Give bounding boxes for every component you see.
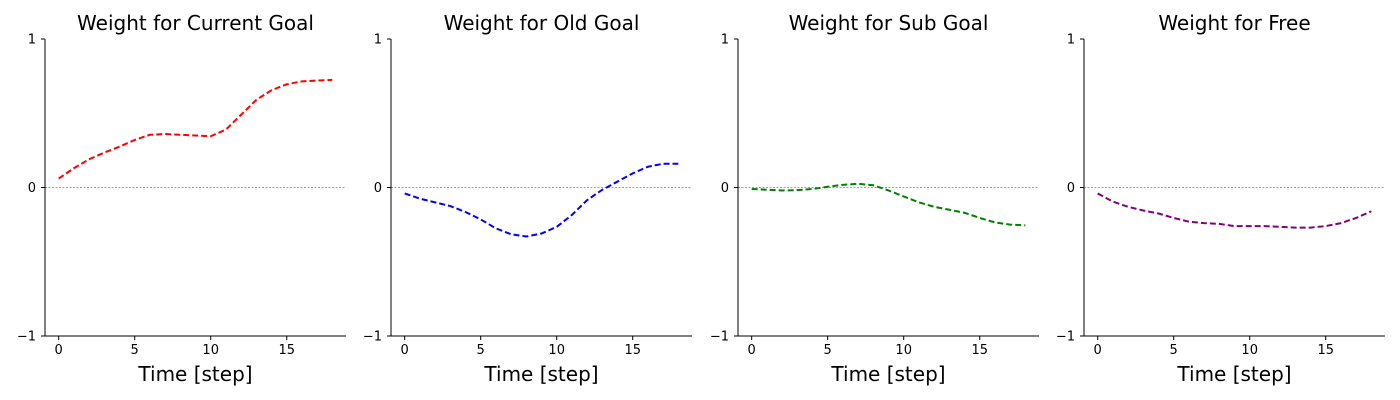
panel-sub-goal: Weight for Sub Goal Time [step] 0 5 10 15−1… [710,11,1039,386]
plot-marks: 0 5 10 15 −1 0 1 [1056,33,1385,358]
x-tick-label: 0 [1094,343,1102,358]
x-axis-label: Time [step] [1176,362,1291,386]
y-tick-label: 0 [1067,181,1075,196]
x-tick-label: 10 [895,343,912,358]
x-tick-label: 0 [401,343,409,358]
series-line [1097,192,1372,229]
x-tick-label: 10 [1241,343,1258,358]
x-tick-label: 5 [477,343,485,358]
x-tick-label: 15 [624,343,641,358]
y-tick-label: −1 [363,330,382,345]
x-axis-label: Time [step] [483,362,598,386]
x-tick-label: 15 [278,343,295,358]
panel-title: Weight for Free [1158,11,1310,35]
x-tick-label: 5 [131,343,139,358]
panel-title: Weight for Old Goal [444,11,640,35]
series-line [58,78,333,180]
panel-free: Weight for Free Time [step] 0 5 10 15 −1 0 1 [1056,11,1385,386]
y-tick-label: 0 [28,181,36,196]
x-tick-label: 10 [548,343,565,358]
panel-title: Weight for Sub Goal [789,11,989,35]
panel-current-goal: Weight for Current Goal Time [step] 0 5 10… [17,11,346,386]
x-tick-label: 5 [1170,343,1178,358]
y-tick-label: −1 [710,330,729,345]
y-tick-label: 1 [721,33,729,48]
panel-title: Weight for Current Goal [77,11,314,35]
y-tick-label: 1 [28,33,36,48]
x-axis-label: Time [step] [830,362,945,386]
series-line [404,162,679,238]
plot-marks: 0 5 10 15 −1 0 1 [17,33,346,358]
y-tick-label: 1 [1067,33,1075,48]
series-line [751,182,1026,227]
y-tick-label: −1 [17,330,36,345]
y-tick-label: 1 [374,33,382,48]
plot-marks: 0 5 10 15 −1 0 1 [363,33,692,358]
x-tick-label: 15 [1317,343,1334,358]
x-tick-label: 10 [202,343,219,358]
x-tick-label: 15 [971,343,988,358]
x-axis-label: Time [step] [137,362,252,386]
y-tick-label: −1 [1056,330,1075,345]
x-tick-label: 5 [824,343,832,358]
x-tick-label: 0 [748,343,756,358]
y-tick-label: 0 [374,181,382,196]
panel-old-goal: Weight for Old Goal Time [step] 0 5 10 15−1… [363,11,692,386]
plot-marks: 0 5 10 15 −1 0 1 [710,33,1039,358]
x-tick-label: 0 [55,343,63,358]
y-tick-label: 0 [721,181,729,196]
